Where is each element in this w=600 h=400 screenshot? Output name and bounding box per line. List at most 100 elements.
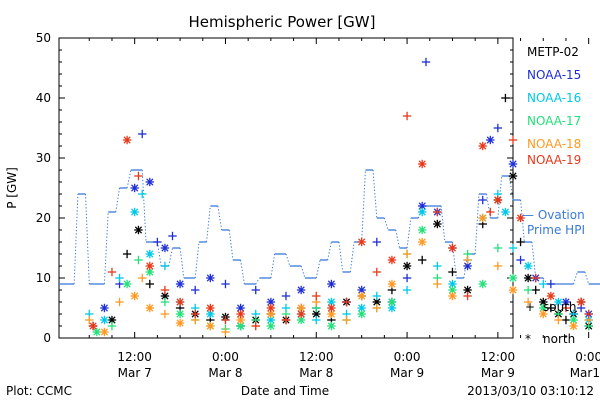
- marker-stroke: [297, 310, 305, 318]
- marker-stroke: [501, 208, 510, 216]
- data-point-noaa-19: [402, 111, 412, 121]
- data-point-noaa-16: [372, 291, 381, 301]
- ovation-hpi-step: [300, 265, 306, 279]
- data-point-noaa-15: [236, 303, 245, 313]
- ovation-hpi-step: [315, 259, 321, 279]
- data-points-layer: [85, 57, 593, 337]
- marker-stroke: [100, 328, 109, 336]
- data-point-metp-02: [546, 303, 556, 313]
- data-point-noaa-19: [88, 321, 98, 331]
- data-point-noaa-15: [478, 195, 487, 205]
- data-point-noaa-19: [266, 303, 276, 313]
- data-point-noaa-18: [493, 261, 503, 271]
- marker-stroke: [327, 304, 336, 312]
- marker-stroke: [93, 328, 101, 336]
- marker-stroke: [358, 310, 366, 318]
- data-point-noaa-18: [539, 309, 548, 319]
- data-point-noaa-17: [122, 279, 132, 289]
- data-point-noaa-18: [433, 279, 442, 289]
- data-point-noaa-19: [342, 297, 351, 307]
- data-point-noaa-19: [478, 141, 487, 151]
- legend-entry-noaa-19: NOAA-19: [527, 153, 581, 167]
- marker-stroke: [358, 286, 366, 294]
- data-point-noaa-16: [554, 297, 563, 307]
- data-point-noaa-17: [175, 309, 185, 319]
- marker-stroke: [176, 298, 184, 306]
- data-point-noaa-15: [372, 237, 381, 247]
- x-tick-date: Mar 8: [208, 366, 242, 380]
- data-point-noaa-19: [327, 303, 336, 313]
- marker-stroke: [418, 226, 426, 234]
- data-point-noaa-19: [251, 321, 260, 331]
- marker-stroke: [267, 310, 275, 318]
- legend-entry-metp-02: METP-02: [527, 45, 579, 59]
- data-point-noaa-19: [546, 291, 556, 301]
- x-tick-date: Mar 7: [118, 366, 152, 380]
- data-point-noaa-16: [100, 315, 109, 325]
- data-point-noaa-16: [160, 261, 170, 271]
- marker-stroke: [297, 304, 305, 312]
- marker-stroke: [146, 262, 154, 270]
- data-point-noaa-19: [493, 195, 503, 205]
- data-point-noaa-17: [387, 297, 397, 307]
- data-point-noaa-19: [576, 297, 586, 307]
- data-point-noaa-15: [281, 291, 291, 301]
- data-point-noaa-18: [463, 255, 472, 265]
- data-point-noaa-15: [508, 159, 518, 169]
- data-point-noaa-19: [584, 309, 593, 319]
- data-point-noaa-15: [221, 279, 230, 289]
- marker-stroke: [486, 136, 494, 144]
- marker-stroke: [479, 142, 487, 150]
- data-point-noaa-18: [221, 327, 230, 337]
- marker-stroke: [206, 274, 214, 282]
- data-point-noaa-18: [478, 213, 487, 223]
- marker-stroke: [509, 286, 517, 294]
- data-point-noaa-19: [145, 261, 154, 271]
- data-point-noaa-19: [516, 213, 525, 223]
- data-point-noaa-17: [448, 285, 457, 295]
- data-point-noaa-18: [206, 321, 215, 331]
- marker-stroke: [312, 310, 320, 318]
- data-point-metp-02: [448, 267, 457, 277]
- ovation-hpi-step: [349, 241, 355, 273]
- data-point-noaa-17: [134, 255, 143, 265]
- data-point-metp-02: [418, 255, 427, 265]
- x-axis: 12:00 Mar 7 0:00 Mar 8 12:00 Mar 8 0:00 Mar 9 12…: [88, 38, 600, 380]
- data-point-noaa-18: [296, 303, 306, 313]
- ovation-hpi-step: [542, 277, 548, 285]
- marker-stroke: [516, 214, 525, 222]
- marker-stroke: [123, 280, 131, 288]
- marker-stroke: [418, 208, 426, 216]
- data-point-noaa-19: [134, 171, 143, 181]
- marker-stroke: [267, 322, 275, 330]
- data-point-noaa-19: [236, 309, 245, 319]
- legend-north-label: north: [543, 332, 575, 346]
- ovation-hpi-step: [115, 187, 121, 213]
- marker-stroke: [267, 316, 275, 324]
- marker-stroke: [494, 196, 502, 204]
- ovation-hpi-step: [584, 271, 590, 285]
- ovation-hpi-step: [168, 247, 173, 267]
- data-point-noaa-19: [312, 291, 321, 301]
- data-point-noaa-15: [168, 231, 177, 241]
- data-point-noaa-19: [357, 237, 366, 247]
- data-point-noaa-19: [107, 267, 117, 277]
- y-tick-label: 0: [43, 331, 51, 345]
- marker-stroke: [161, 244, 169, 252]
- marker-stroke: [236, 310, 245, 318]
- marker-stroke: [403, 262, 411, 270]
- marker-stroke: [539, 298, 547, 306]
- y-tick-label: 20: [36, 211, 51, 225]
- marker-stroke: [236, 316, 245, 324]
- marker-stroke: [539, 304, 547, 312]
- data-point-noaa-19: [463, 291, 472, 301]
- data-point-metp-02: [501, 93, 510, 103]
- legend-entry-noaa-16: NOAA-16: [527, 91, 581, 105]
- marker-stroke: [418, 160, 426, 168]
- data-point-metp-02: [402, 261, 412, 271]
- data-point-noaa-17: [92, 327, 102, 337]
- data-point-noaa-17: [107, 321, 117, 331]
- legend-entry-noaa-17: NOAA-17: [527, 114, 581, 128]
- data-point-noaa-18: [100, 327, 109, 337]
